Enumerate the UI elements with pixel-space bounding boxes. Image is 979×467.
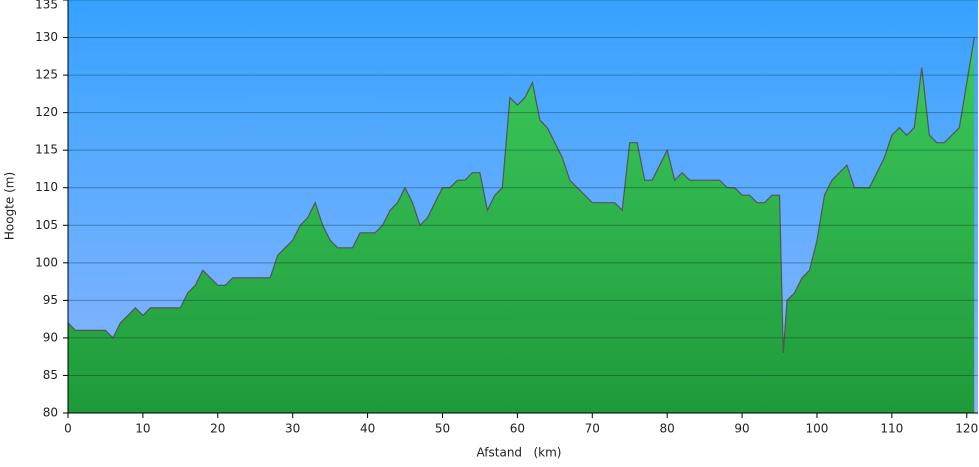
y-tick-label: 135 bbox=[35, 0, 58, 12]
x-tick-label: 90 bbox=[734, 422, 749, 436]
x-tick-label: 120 bbox=[955, 422, 978, 436]
y-tick-label: 95 bbox=[43, 293, 58, 307]
y-tick-label: 115 bbox=[35, 143, 58, 157]
y-tick-label: 125 bbox=[35, 68, 58, 82]
elevation-line bbox=[67, 37, 975, 353]
x-tick-label: 110 bbox=[880, 422, 903, 436]
y-tick-label: 100 bbox=[35, 255, 58, 269]
x-tick-label: 80 bbox=[660, 422, 675, 436]
x-tick-label: 20 bbox=[210, 422, 225, 436]
y-tick-label: 110 bbox=[35, 180, 58, 194]
x-tick-label: 10 bbox=[135, 422, 150, 436]
x-tick-label: 50 bbox=[435, 422, 450, 436]
y-tick-label: 80 bbox=[43, 406, 58, 420]
x-tick-label: 100 bbox=[806, 422, 829, 436]
y-tick-label: 85 bbox=[43, 368, 58, 382]
y-axis-label: Hoogte (m) bbox=[3, 172, 17, 240]
x-axis-label: Afstand (km) bbox=[477, 446, 562, 460]
y-tick-label: 90 bbox=[43, 330, 58, 344]
x-tick-label: 40 bbox=[360, 422, 375, 436]
x-tick-label: 0 bbox=[64, 422, 72, 436]
y-tick-label: 120 bbox=[35, 105, 58, 119]
y-tick-label: 105 bbox=[35, 218, 58, 232]
y-tick-label: 130 bbox=[35, 30, 58, 44]
x-tick-label: 70 bbox=[585, 422, 600, 436]
elevation-area bbox=[68, 37, 975, 413]
x-tick-label: 60 bbox=[510, 422, 525, 436]
x-tick-label: 30 bbox=[285, 422, 300, 436]
